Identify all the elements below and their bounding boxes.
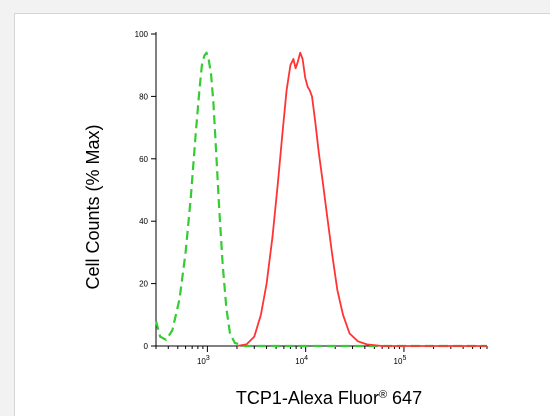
y-tick-label: 100 [135,30,149,39]
x-tick-base: 10 [295,357,304,366]
x-tick-exponent: 5 [402,355,406,362]
x-axis-title: TCP1-Alexa Fluor® 647 [236,388,422,408]
x-tick-exponent: 4 [304,355,308,362]
x-axis-title-sup: ® [379,389,387,401]
y-tick-label: 40 [139,217,148,226]
x-axis-title-suffix: 647 [387,388,422,408]
x-tick-base: 10 [197,357,206,366]
x-tick-label: 103 [197,355,210,366]
y-tick-label: 20 [139,280,148,289]
x-tick-label: 104 [295,355,308,366]
series-layer [154,51,487,348]
x-tick-exponent: 3 [206,355,210,362]
y-tick-label: 0 [144,342,149,351]
y-tick-label: 60 [139,155,148,164]
y-axis-title: Cell Counts (% Max) [83,124,103,289]
y-tick-label: 80 [139,92,148,101]
x-axis-title-main: TCP1-Alexa Fluor [236,388,379,408]
x-tick-label: 105 [394,355,407,366]
series-line-sample [236,51,487,347]
chart-frame: 0 20 40 60 80 100 103 104 105 Cell Counts (% Max… [14,13,550,416]
axis-labels: Cell Counts (% Max) TCP1-Alexa Fluor® 64… [83,124,422,408]
x-tick-base: 10 [394,357,403,366]
series-line-control [154,51,487,348]
